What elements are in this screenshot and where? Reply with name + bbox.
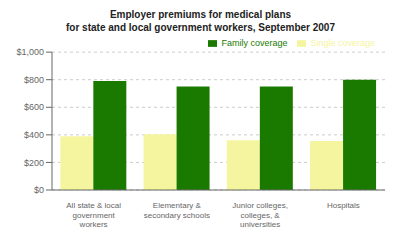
svg-text:$200: $200 <box>24 158 44 168</box>
html-text:for state and local government: for state and local government workers, … <box>66 22 335 33</box>
svg-text:Junior colleges,colleges, &uni: Junior colleges,colleges, &universities <box>232 201 288 228</box>
svg-text:$800: $800 <box>24 75 44 85</box>
svg-text:Elementary &secondary schools: Elementary &secondary schools <box>144 201 210 219</box>
svg-text:$400: $400 <box>24 130 44 140</box>
html-text:Employer premiums for medical: Employer premiums for medical plans <box>109 9 292 20</box>
svg-text:$1,000: $1,000 <box>16 47 44 57</box>
html-text:Family coverage: Family coverage <box>221 38 288 48</box>
svg-text:Hospitals: Hospitals <box>327 201 360 210</box>
svg-text:$0: $0 <box>34 185 44 195</box>
svg-text:$600: $600 <box>24 102 44 112</box>
svg-text:All state & localgovernmentwor: All state & localgovernmentworkers <box>66 201 121 228</box>
html-text:Single coverage: Single coverage <box>310 38 375 48</box>
